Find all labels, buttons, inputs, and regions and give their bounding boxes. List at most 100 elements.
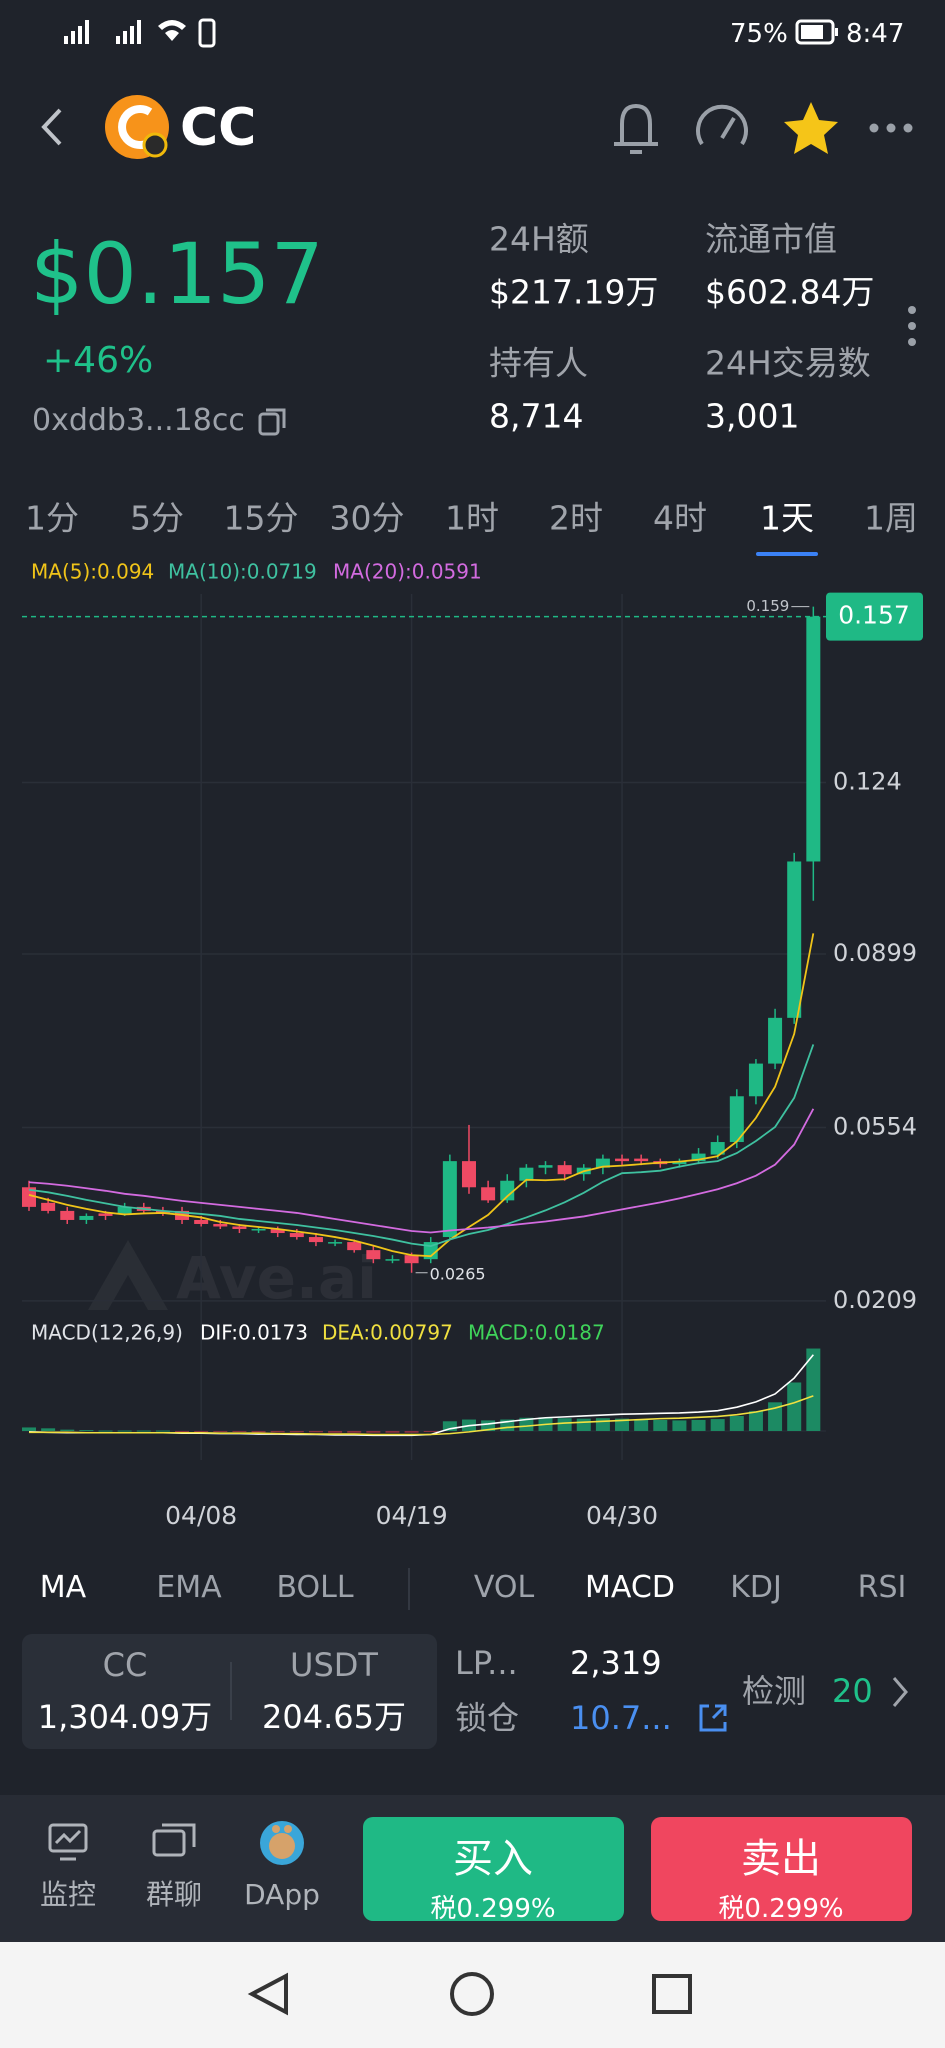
lp-value: 2,319: [570, 1644, 662, 1682]
macd-bar: [155, 1430, 170, 1432]
stat-label: 流通市值: [705, 219, 837, 259]
ma-line: [28, 933, 815, 1258]
macd-bar: [595, 1418, 610, 1431]
macd-bar: [251, 1430, 266, 1433]
y-tick-label: 0.0209: [833, 1286, 917, 1314]
stat-value: 8,714: [489, 396, 584, 436]
macd-bar: [710, 1419, 725, 1431]
nav-recent[interactable]: [652, 1974, 692, 2014]
macd-bar: [289, 1430, 304, 1433]
candle-body: [308, 1237, 323, 1243]
macd-bar: [347, 1430, 362, 1433]
lp-label: LP...: [455, 1644, 518, 1682]
indicator-tab[interactable]: EMA: [156, 1570, 222, 1605]
y-tick-label: 0.124: [833, 768, 902, 796]
candle-body: [461, 1161, 476, 1188]
indicator-tab[interactable]: RSI: [857, 1570, 907, 1605]
link-icon[interactable]: [697, 1702, 729, 1734]
legend-entry: MA(10):0.0719: [168, 560, 317, 584]
macd-bar: [691, 1419, 706, 1431]
nav-home[interactable]: [450, 1972, 494, 2016]
timeframe-tab[interactable]: 1天: [760, 498, 814, 538]
nav-item[interactable]: 群聊: [145, 1878, 203, 1911]
price-change: +46%: [43, 340, 154, 381]
macd-bar: [41, 1428, 56, 1431]
sell-tax: 税0.299%: [718, 1894, 844, 1921]
candle-body: [442, 1161, 457, 1238]
macd-bar: [213, 1430, 228, 1432]
candle-body: [595, 1158, 610, 1168]
indicator-tab[interactable]: MACD: [585, 1570, 675, 1605]
candle-body: [557, 1165, 572, 1175]
bell-icon[interactable]: [614, 103, 658, 154]
candle-body: [194, 1219, 209, 1224]
candle-body: [347, 1242, 362, 1251]
stat-label: 持有人: [489, 343, 588, 383]
tab-underline: [756, 552, 818, 556]
macd-bar: [423, 1430, 438, 1432]
clock: 8:47: [846, 19, 905, 49]
timeframe-tab[interactable]: 1周: [864, 498, 918, 538]
candle-body: [615, 1158, 630, 1162]
candle-body: [710, 1142, 725, 1155]
candle-body: [41, 1202, 56, 1211]
timeframe-tab[interactable]: 15分: [223, 498, 299, 538]
timeframe-tab[interactable]: 4时: [653, 498, 707, 538]
stat-value: $217.19万: [489, 272, 659, 312]
gauge-icon[interactable]: [696, 104, 748, 146]
tab-divider: [408, 1568, 410, 1610]
macd-bar: [615, 1418, 630, 1431]
low-label: 0.0265: [430, 1264, 486, 1283]
header-icons: [41, 95, 913, 159]
pool-box: [22, 1634, 437, 1749]
macd-bar: [79, 1430, 94, 1432]
lock-value[interactable]: 10.7...: [570, 1699, 672, 1737]
copy-icon[interactable]: [256, 404, 290, 438]
candle-body: [729, 1096, 744, 1143]
nav-back[interactable]: [247, 1972, 288, 2016]
buy-button[interactable]: 买入 税0.299%: [363, 1817, 624, 1921]
chevron[interactable]: [888, 1674, 912, 1710]
timeframe-tab[interactable]: 30分: [329, 498, 405, 538]
nav-item[interactable]: 监控: [39, 1878, 97, 1911]
macd-bar: [117, 1430, 132, 1432]
macd-bar: [60, 1429, 75, 1431]
timeframe-tab[interactable]: 5分: [130, 498, 184, 538]
macd-bar: [729, 1415, 744, 1431]
candle-body: [672, 1161, 687, 1165]
macd-bar: [787, 1382, 802, 1431]
timeframe-tab[interactable]: 1时: [445, 498, 499, 538]
timeframe-tab[interactable]: 2时: [549, 498, 603, 538]
detect-label[interactable]: 检测: [742, 1672, 807, 1710]
macd-bar: [653, 1419, 668, 1431]
candle-body: [538, 1165, 553, 1168]
macd-bar: [385, 1430, 400, 1433]
stat-label: 24H交易数: [705, 343, 871, 383]
status-icons: [64, 18, 838, 48]
sell-label: 卖出: [741, 1836, 821, 1882]
candle-body: [270, 1229, 285, 1234]
nav-item[interactable]: DApp: [244, 1878, 320, 1911]
candle-body: [691, 1153, 706, 1162]
indicator-tab[interactable]: KDJ: [730, 1570, 782, 1605]
last-price-label: 0.157: [838, 601, 910, 630]
pool-amount: 1,304.09万: [37, 1698, 213, 1736]
favorite-star[interactable]: [784, 102, 838, 154]
indicator-tab[interactable]: MA: [39, 1570, 87, 1605]
indicator-tab[interactable]: BOLL: [276, 1570, 354, 1605]
macd-title: MACD(12,26,9): [31, 1321, 183, 1345]
candle-body: [806, 616, 821, 862]
timeframe-tab[interactable]: 1分: [25, 498, 79, 538]
side-menu[interactable]: [900, 300, 924, 360]
sell-button[interactable]: 卖出 税0.299%: [651, 1817, 912, 1921]
macd-bar: [308, 1430, 323, 1433]
macd-bar: [175, 1430, 190, 1432]
detect-count[interactable]: 20: [832, 1672, 873, 1710]
candle-body: [787, 861, 802, 1018]
nav-icons: [48, 1821, 304, 1865]
indicator-tab[interactable]: VOL: [473, 1570, 535, 1605]
back-button[interactable]: [41, 108, 62, 146]
more-menu[interactable]: [869, 123, 913, 133]
candle-body: [232, 1226, 247, 1230]
